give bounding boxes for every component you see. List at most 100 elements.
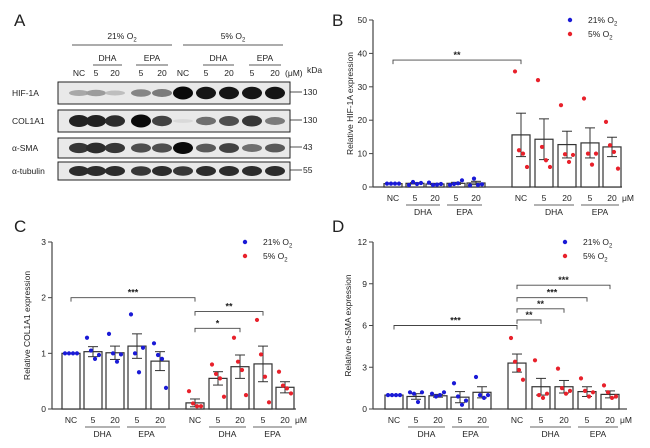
y-axis-label: Relative HIF-1A expression bbox=[345, 52, 355, 155]
data-point bbox=[235, 359, 241, 364]
y-tick-label: 50 bbox=[358, 15, 368, 25]
data-point bbox=[288, 391, 294, 396]
data-point bbox=[558, 103, 564, 108]
significance-bracket bbox=[516, 319, 542, 324]
significance-stars: *** bbox=[558, 275, 569, 285]
data-point bbox=[581, 96, 587, 101]
protein-band bbox=[196, 143, 216, 153]
data-point bbox=[603, 119, 609, 124]
data-point bbox=[543, 158, 549, 163]
y-tick-label: 10 bbox=[358, 149, 368, 159]
x-tick-label: 20 bbox=[562, 193, 572, 203]
data-point bbox=[254, 317, 260, 323]
significance-bracket bbox=[194, 327, 241, 333]
data-point bbox=[266, 400, 272, 405]
legend-label: 21% O2 bbox=[583, 237, 613, 250]
data-point bbox=[140, 345, 146, 350]
significance-bracket bbox=[516, 297, 588, 302]
data-point bbox=[66, 351, 72, 356]
data-point bbox=[92, 356, 98, 361]
data-point bbox=[607, 143, 613, 148]
legend-marker bbox=[242, 253, 248, 259]
data-point bbox=[392, 181, 398, 186]
data-point bbox=[455, 181, 461, 186]
group-label: EPA bbox=[456, 207, 473, 217]
data-point bbox=[96, 352, 102, 358]
significance-bracket bbox=[393, 325, 518, 330]
data-point bbox=[118, 352, 124, 357]
data-point bbox=[455, 394, 461, 399]
data-point bbox=[540, 395, 546, 400]
x-tick-label: 5 bbox=[91, 415, 96, 425]
x-tick-label: NC bbox=[65, 415, 77, 425]
data-point bbox=[570, 152, 576, 158]
x-tick-label: NC bbox=[511, 415, 523, 425]
significance-bracket bbox=[516, 284, 611, 290]
data-point bbox=[114, 359, 120, 364]
data-point bbox=[217, 376, 223, 381]
data-point bbox=[524, 164, 530, 170]
data-point bbox=[62, 351, 68, 356]
panel-letter: B bbox=[332, 11, 343, 30]
lane-label: 20 bbox=[157, 68, 167, 78]
lane-label: NC bbox=[177, 68, 189, 78]
x-tick-label: 20 bbox=[430, 193, 440, 203]
unit-label: μM bbox=[620, 415, 632, 425]
data-point bbox=[396, 181, 402, 186]
data-point bbox=[467, 183, 473, 188]
data-point bbox=[385, 392, 391, 398]
x-tick-label: 20 bbox=[155, 415, 165, 425]
data-point bbox=[578, 376, 584, 381]
data-point bbox=[418, 180, 424, 186]
data-point bbox=[221, 394, 227, 399]
group-label: EPA bbox=[590, 429, 607, 439]
x-tick-label: 5 bbox=[135, 415, 140, 425]
data-point bbox=[559, 386, 565, 391]
data-point bbox=[475, 182, 481, 188]
kda-marker: 130 bbox=[303, 87, 317, 97]
group-label: EPA bbox=[592, 207, 609, 217]
data-point bbox=[459, 402, 465, 407]
data-point bbox=[544, 391, 550, 396]
protein-band bbox=[86, 142, 106, 154]
data-point bbox=[479, 182, 485, 187]
significance-bracket bbox=[70, 297, 196, 302]
data-point bbox=[535, 78, 541, 83]
data-point bbox=[451, 381, 457, 386]
data-point bbox=[447, 182, 453, 188]
data-point bbox=[415, 399, 421, 405]
protein-band bbox=[265, 143, 285, 153]
data-point bbox=[198, 404, 204, 409]
unit-label: μM bbox=[295, 415, 307, 425]
blot-row-label: HIF-1A bbox=[12, 88, 39, 98]
data-point bbox=[70, 351, 76, 356]
group-label: EPA bbox=[138, 429, 155, 439]
x-tick-label: 5 bbox=[542, 193, 547, 203]
data-point bbox=[136, 370, 142, 375]
group-label: EPA bbox=[462, 429, 479, 439]
panel-d: D 0 3 6 9 12 Relative α-SMA expression NC 5 20 5 20… bbox=[332, 217, 632, 439]
data-point bbox=[393, 392, 399, 398]
data-point bbox=[585, 151, 591, 156]
data-point bbox=[562, 152, 568, 157]
x-tick-label: 20 bbox=[477, 415, 487, 425]
group-label: DHA bbox=[545, 207, 563, 217]
protein-band bbox=[219, 116, 239, 126]
x-tick-label: NC bbox=[387, 193, 399, 203]
data-point bbox=[163, 385, 169, 390]
x-tick-label: NC bbox=[388, 415, 400, 425]
group-label: DHA bbox=[94, 429, 112, 439]
data-point bbox=[605, 390, 611, 395]
lane-label: 5 bbox=[139, 68, 144, 78]
y-tick-label: 0 bbox=[362, 182, 367, 192]
data-point bbox=[434, 182, 440, 187]
lane-label: 20 bbox=[110, 68, 120, 78]
condition-label: 21% O2 bbox=[107, 31, 137, 44]
protein-band bbox=[69, 142, 89, 154]
lane-label: 5 bbox=[250, 68, 255, 78]
data-point bbox=[615, 166, 621, 171]
data-point bbox=[520, 151, 526, 156]
data-point bbox=[280, 383, 286, 388]
data-point bbox=[110, 351, 116, 356]
data-point bbox=[520, 377, 526, 382]
